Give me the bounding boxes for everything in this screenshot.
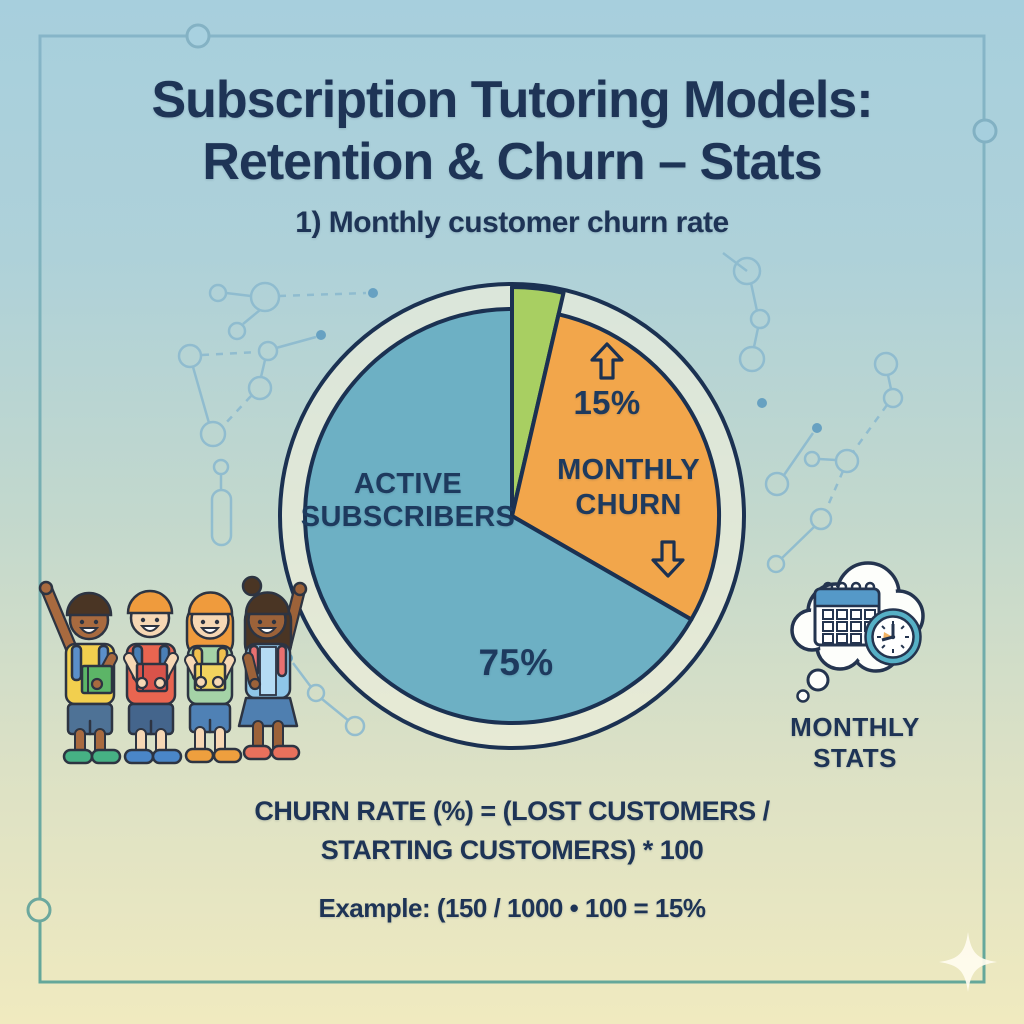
monthly-stats-label: MONTHLY STATS [790, 712, 920, 773]
chart-subtitle: 1) Monthly customer churn rate [295, 206, 729, 239]
frame-node-top [185, 23, 211, 49]
pie-label-monthly-churn: MONTHLY CHURN [557, 454, 700, 521]
students-illustration [38, 575, 308, 765]
network-decoration-left [177, 281, 378, 547]
pie-chart [278, 282, 746, 750]
frame-node-left [26, 897, 52, 923]
page-title-line1: Subscription Tutoring Models: [151, 71, 873, 129]
student-figure-1 [38, 580, 122, 765]
border-frame [26, 23, 998, 984]
page-title-line2: Retention & Churn – Stats [202, 133, 822, 191]
pie-label-active-subscribers: ACTIVE SUBSCRIBERS [300, 468, 516, 533]
student-figure-2 [123, 589, 183, 765]
sparkle-icon [939, 932, 997, 992]
churn-formula: CHURN RATE (%) = (LOST CUSTOMERS / START… [212, 792, 812, 870]
churn-example: Example: (150 / 1000 • 100 = 15% [318, 893, 706, 923]
churn-up-arrow-icon [590, 342, 624, 380]
calendar-icon [813, 581, 881, 647]
thought-bubble [790, 561, 925, 703]
churn-down-arrow-icon [651, 540, 685, 578]
churn-formula-line2: STARTING CUSTOMERS) * 100 [320, 835, 704, 865]
pie-value-monthly-churn: 15% [573, 384, 641, 421]
clock-icon [864, 608, 922, 666]
frame-node-right [972, 118, 998, 144]
student-figure-4 [237, 575, 308, 761]
pie-value-active-subscribers: 75% [478, 642, 554, 683]
network-decoration-right [722, 252, 904, 574]
churn-formula-line1: CHURN RATE (%) = (LOST CUSTOMERS / [254, 796, 770, 826]
pie-slice-active-subscribers [303, 307, 694, 725]
student-figure-3 [184, 591, 243, 764]
